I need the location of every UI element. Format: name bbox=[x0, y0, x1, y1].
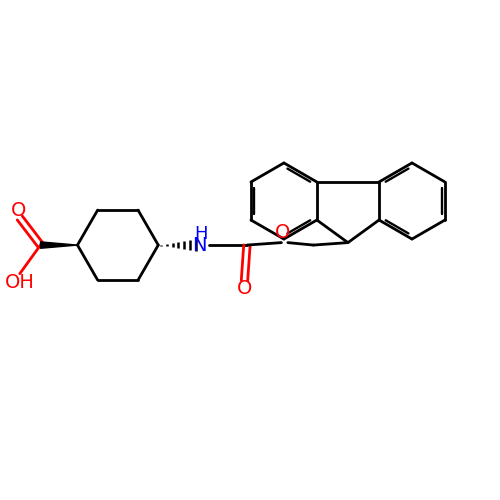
Text: N: N bbox=[192, 236, 207, 255]
Text: O: O bbox=[11, 201, 26, 220]
Text: H: H bbox=[194, 225, 208, 243]
Text: O: O bbox=[237, 280, 252, 298]
Text: OH: OH bbox=[5, 273, 34, 292]
Polygon shape bbox=[40, 242, 78, 248]
Text: O: O bbox=[274, 224, 290, 242]
